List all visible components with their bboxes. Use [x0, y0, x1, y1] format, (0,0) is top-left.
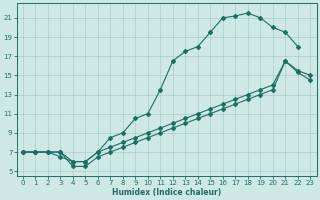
- X-axis label: Humidex (Indice chaleur): Humidex (Indice chaleur): [112, 188, 221, 197]
